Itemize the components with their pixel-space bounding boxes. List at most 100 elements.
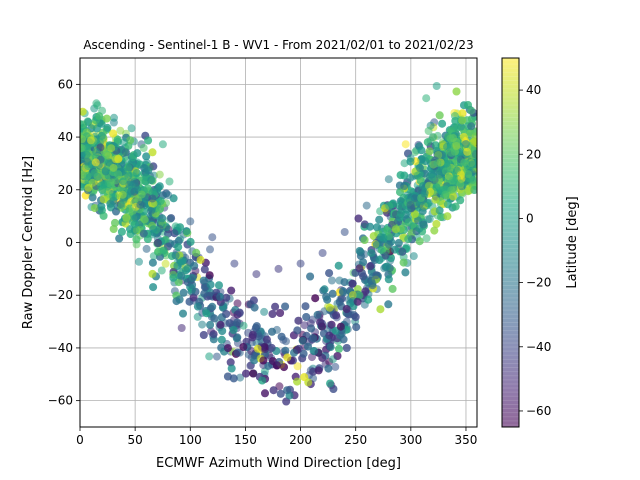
data-point — [322, 292, 331, 301]
data-point — [142, 152, 151, 161]
data-point — [227, 364, 236, 373]
colorbar-gradient — [502, 58, 519, 427]
data-point — [355, 291, 364, 300]
data-point — [404, 235, 413, 244]
data-point — [169, 273, 178, 282]
data-point — [464, 170, 473, 179]
x-tick-label: 250 — [344, 433, 367, 447]
data-point — [179, 288, 188, 297]
data-point — [324, 364, 333, 373]
data-point — [281, 302, 290, 311]
data-point — [468, 160, 477, 169]
data-point — [421, 157, 430, 166]
data-point — [372, 240, 381, 249]
colorbar-stripes — [502, 59, 519, 426]
data-point — [92, 124, 101, 133]
data-point — [433, 159, 442, 168]
data-point — [226, 358, 235, 367]
data-point — [432, 82, 441, 90]
colorbar-tick-label: −60 — [526, 404, 551, 418]
data-point — [242, 369, 250, 378]
data-point — [355, 247, 364, 255]
data-point — [452, 137, 461, 146]
data-point — [250, 303, 259, 312]
data-point — [360, 236, 369, 244]
data-point — [422, 234, 431, 243]
data-point — [396, 209, 405, 218]
data-point — [332, 311, 341, 320]
data-point — [281, 346, 290, 355]
data-point — [391, 245, 399, 254]
data-point — [372, 271, 381, 280]
data-point — [233, 318, 242, 327]
data-point — [406, 154, 415, 163]
data-point — [122, 213, 131, 222]
data-point — [311, 294, 320, 303]
data-point — [102, 114, 111, 123]
x-tick-label: 350 — [455, 433, 478, 447]
data-point — [334, 261, 343, 270]
data-point — [230, 259, 239, 268]
data-point — [205, 352, 214, 361]
data-point — [441, 167, 450, 176]
data-point — [165, 177, 174, 186]
data-point — [271, 302, 280, 311]
data-point — [431, 195, 440, 204]
data-point — [382, 262, 391, 271]
data-point — [109, 193, 118, 201]
data-point — [148, 269, 157, 278]
data-point — [384, 240, 393, 249]
data-point — [383, 226, 392, 235]
data-point — [142, 164, 151, 173]
data-point — [118, 190, 127, 199]
data-point — [395, 201, 404, 210]
data-point — [424, 127, 433, 135]
data-point — [301, 302, 310, 311]
data-point — [229, 374, 238, 383]
data-point — [366, 222, 374, 231]
data-point — [140, 215, 149, 224]
data-point — [174, 236, 183, 245]
data-point — [428, 133, 437, 142]
data-point — [304, 342, 312, 351]
data-point — [177, 271, 186, 280]
data-point — [104, 158, 113, 167]
data-point — [327, 276, 336, 285]
data-point — [188, 273, 197, 282]
data-point — [173, 261, 182, 270]
colorbar-frame — [501, 57, 520, 428]
data-point — [388, 284, 397, 293]
data-point — [149, 225, 158, 234]
data-point — [331, 362, 340, 371]
data-point — [362, 201, 371, 210]
data-point — [401, 140, 410, 149]
data-point — [427, 170, 436, 179]
data-point — [248, 333, 257, 342]
data-point — [460, 158, 469, 167]
colorbar-tick-label: −20 — [526, 276, 551, 290]
data-point — [167, 214, 176, 223]
data-point — [130, 219, 139, 228]
data-point — [186, 217, 195, 226]
data-point — [258, 376, 267, 385]
data-point — [443, 212, 452, 221]
data-point — [222, 293, 231, 302]
data-point — [435, 111, 444, 120]
x-tick-label: 50 — [127, 433, 142, 447]
data-point — [385, 201, 394, 210]
data-point — [132, 169, 141, 177]
data-point — [314, 366, 323, 375]
data-point — [179, 309, 187, 318]
data-point — [148, 258, 157, 267]
y-tick-label: −60 — [48, 394, 73, 408]
data-point — [400, 159, 409, 168]
data-point — [450, 112, 459, 120]
data-point — [359, 258, 368, 267]
y-tick-label: 40 — [58, 130, 73, 144]
data-point — [84, 118, 93, 126]
data-point — [115, 234, 124, 243]
data-point — [199, 331, 208, 339]
data-point — [114, 155, 123, 164]
data-point — [97, 131, 106, 140]
data-point — [451, 202, 460, 211]
